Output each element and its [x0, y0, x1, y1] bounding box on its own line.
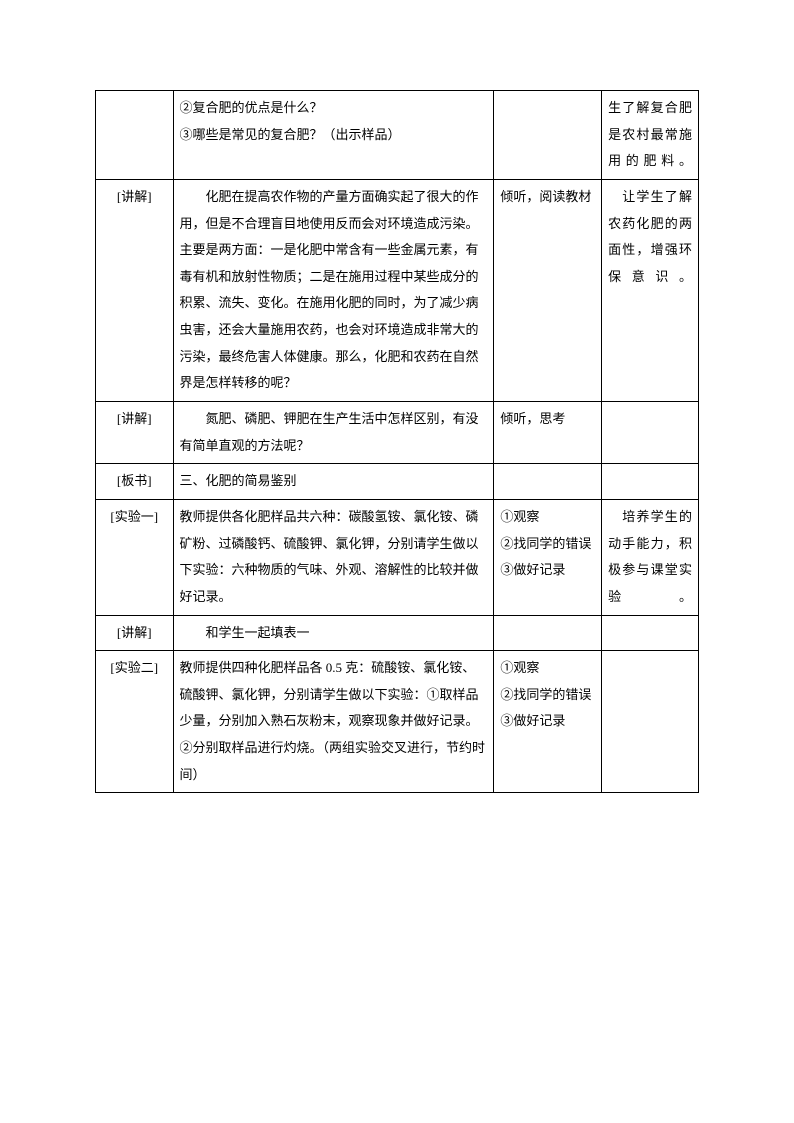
cell-purpose — [602, 651, 699, 793]
cell-label: [板书] — [96, 464, 174, 500]
purpose-text: 培养学生的动手能力，积极参与课堂实验。 — [608, 509, 692, 604]
cell-label: [实验一] — [96, 499, 174, 615]
table-row: ②复合肥的优点是什么？ ③哪些是常见的复合肥？（出示样品） 生了解复合肥是农村最… — [96, 91, 699, 180]
content-line: ②复合肥的优点是什么？ — [180, 95, 488, 122]
cell-activity: 倾听，阅读教材 — [494, 179, 602, 401]
cell-purpose — [602, 464, 699, 500]
cell-activity — [494, 615, 602, 651]
cell-content: 三、化肥的简易鉴别 — [173, 464, 494, 500]
purpose-text: 让学生了解农药化肥的两面性，增强环保意识。 — [608, 189, 692, 284]
cell-activity: ①观察 ②找同学的错误 ③做好记录 — [494, 651, 602, 793]
content-line: ③哪些是常见的复合肥？（出示样品） — [180, 122, 488, 149]
cell-label — [96, 91, 174, 180]
cell-activity — [494, 464, 602, 500]
cell-purpose: 生了解复合肥是农村最常施用的肥料。 — [602, 91, 699, 180]
table-row: [讲解] 化肥在提高农作物的产量方面确实起了很大的作用，但是不合理盲目地使用反而… — [96, 179, 699, 401]
activity-line: ①观察 — [500, 504, 595, 531]
activity-line: ③做好记录 — [500, 708, 595, 735]
cell-purpose: 让学生了解农药化肥的两面性，增强环保意识。 — [602, 179, 699, 401]
cell-activity: ①观察 ②找同学的错误 ③做好记录 — [494, 499, 602, 615]
cell-content: ②复合肥的优点是什么？ ③哪些是常见的复合肥？（出示样品） — [173, 91, 494, 180]
cell-purpose — [602, 615, 699, 651]
activity-line: ①观察 — [500, 655, 595, 682]
table-row: [讲解] 氮肥、磷肥、钾肥在生产生活中怎样区别，有没有简单直观的方法呢？ 倾听，… — [96, 402, 699, 464]
cell-purpose: 培养学生的动手能力，积极参与课堂实验。 — [602, 499, 699, 615]
cell-content: 化肥在提高农作物的产量方面确实起了很大的作用，但是不合理盲目地使用反而会对环境造… — [173, 179, 494, 401]
cell-activity: 倾听，思考 — [494, 402, 602, 464]
cell-content: 氮肥、磷肥、钾肥在生产生活中怎样区别，有没有简单直观的方法呢？ — [173, 402, 494, 464]
lesson-plan-table: ②复合肥的优点是什么？ ③哪些是常见的复合肥？（出示样品） 生了解复合肥是农村最… — [95, 90, 699, 793]
activity-line: ②找同学的错误 — [500, 682, 595, 709]
table-row: [实验二] 教师提供四种化肥样品各 0.5 克：硫酸铵、氯化铵、硫酸钾、氯化钾，… — [96, 651, 699, 793]
cell-label: [讲解] — [96, 179, 174, 401]
table-row: [讲解] 和学生一起填表一 — [96, 615, 699, 651]
cell-content: 教师提供各化肥样品共六种：碳酸氢铵、氯化铵、磷矿粉、过磷酸钙、硫酸钾、氯化钾，分… — [173, 499, 494, 615]
cell-label: [讲解] — [96, 615, 174, 651]
cell-label: [实验二] — [96, 651, 174, 793]
cell-activity — [494, 91, 602, 180]
activity-line: ②找同学的错误 — [500, 531, 595, 558]
cell-label: [讲解] — [96, 402, 174, 464]
cell-purpose — [602, 402, 699, 464]
activity-line: ③做好记录 — [500, 557, 595, 584]
cell-content: 教师提供四种化肥样品各 0.5 克：硫酸铵、氯化铵、硫酸钾、氯化钾，分别请学生做… — [173, 651, 494, 793]
table-row: [板书] 三、化肥的简易鉴别 — [96, 464, 699, 500]
table-row: [实验一] 教师提供各化肥样品共六种：碳酸氢铵、氯化铵、磷矿粉、过磷酸钙、硫酸钾… — [96, 499, 699, 615]
cell-content: 和学生一起填表一 — [173, 615, 494, 651]
